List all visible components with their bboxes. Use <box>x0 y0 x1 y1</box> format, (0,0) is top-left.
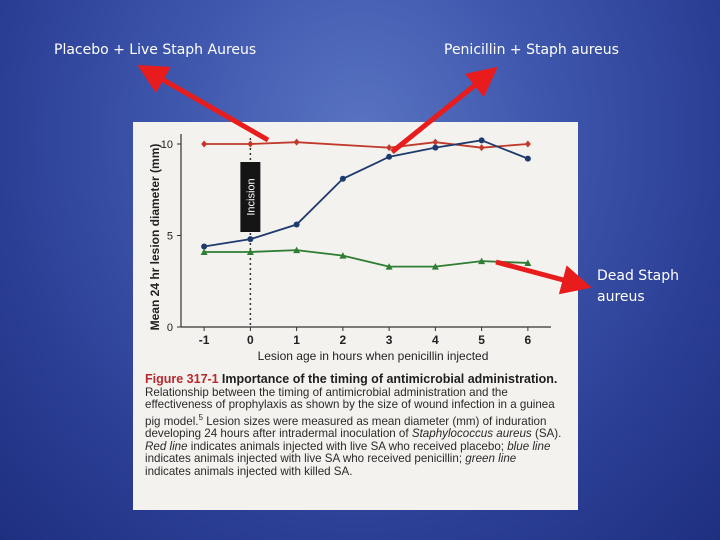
y-tick-label: 5 <box>167 231 173 243</box>
chart-axes <box>180 134 551 328</box>
caption-body: Relationship between the timing of antim… <box>145 385 555 428</box>
line-chart: Incision 0 5 10 -1 0 1 2 3 4 5 6 Mean 24 hr lesion… <box>148 134 551 363</box>
x-tick-label: 0 <box>247 333 254 347</box>
data-point <box>432 138 439 146</box>
incision-label: Incision <box>245 178 257 215</box>
data-point <box>524 155 531 162</box>
data-point <box>293 138 300 146</box>
figure-panel: Incision 0 5 10 -1 0 1 2 3 4 5 6 Mean 24 hr lesion… <box>133 122 578 510</box>
x-tick-label: 1 <box>293 333 300 347</box>
data-point <box>293 246 301 254</box>
incision-marker: Incision <box>240 138 261 327</box>
caption-red-line: Red line <box>145 439 188 453</box>
label-placebo: Placebo + Live Staph Aureus <box>54 42 257 58</box>
data-point <box>201 243 208 250</box>
label-dead-staph: Dead Staph aureus <box>597 268 680 305</box>
data-point <box>386 144 393 152</box>
incision-box <box>240 162 261 232</box>
data-point <box>524 140 531 148</box>
y-axis-label: Mean 24 hr lesion diameter (mm) <box>148 144 162 331</box>
data-point <box>385 263 393 270</box>
data-point <box>386 153 393 160</box>
caption-body5: indicates animals injected with live SA … <box>145 452 463 466</box>
series-line-2 <box>204 249 528 268</box>
data-point <box>200 248 208 255</box>
series-line-0 <box>204 141 528 149</box>
x-tick-label: 2 <box>340 333 347 347</box>
x-tick-label: 4 <box>432 333 439 347</box>
x-tick-label: -1 <box>199 333 210 347</box>
caption-superscript: 5 <box>198 412 203 422</box>
caption-blue-line: blue line <box>507 439 551 453</box>
data-point <box>293 221 300 228</box>
data-point <box>247 140 254 148</box>
y-tick-label: 0 <box>167 322 173 334</box>
data-point <box>431 263 439 270</box>
chart-ticks: 0 5 10 -1 0 1 2 3 4 5 6 <box>161 139 532 347</box>
caption-title: Importance of the timing of antimicrobia… <box>221 372 558 386</box>
data-point <box>246 248 254 255</box>
y-tick-label: 10 <box>161 139 173 151</box>
data-point <box>478 144 485 152</box>
x-tick-label: 3 <box>386 333 393 347</box>
caption-organism: Staphylococcus aureus <box>411 427 532 441</box>
caption-body6: indicates animals injected with killed S… <box>145 465 353 479</box>
data-point <box>201 140 208 148</box>
caption-green-line: green line <box>465 452 517 466</box>
data-point <box>478 137 485 144</box>
data-point <box>339 252 347 259</box>
caption-body4: indicates animals injected with live SA … <box>190 439 504 453</box>
data-point <box>432 144 439 151</box>
caption-body3: (SA). <box>534 427 562 441</box>
figure-caption: Figure 317-1 Importance of the timing of… <box>145 373 565 479</box>
caption-body2: Lesion sizes were measured as mean diame… <box>145 414 547 441</box>
data-point <box>478 257 486 265</box>
label-penicillin: Penicillin + Staph aureus <box>444 42 619 58</box>
caption-figure-number: Figure 317-1 <box>145 372 219 386</box>
x-tick-label: 6 <box>525 333 532 347</box>
x-tick-label: 5 <box>478 333 485 347</box>
data-point <box>339 175 346 182</box>
data-point <box>247 236 254 243</box>
x-axis-label: Lesion age in hours when penicillin inje… <box>258 349 489 363</box>
